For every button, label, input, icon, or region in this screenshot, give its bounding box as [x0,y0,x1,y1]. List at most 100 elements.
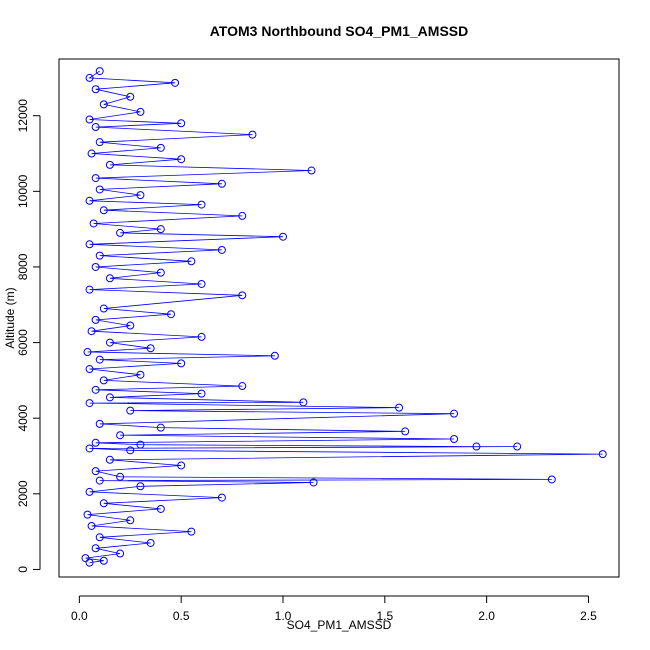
data-point [187,257,196,266]
data-point [85,487,94,496]
data-point [238,382,247,391]
data-point [279,232,287,241]
data-point [85,365,94,374]
data-point [95,185,104,194]
data-point [217,493,226,502]
data-point [87,149,96,158]
x-tick-label: 0.0 [71,609,88,623]
data-point [87,327,96,336]
data-point [95,138,104,147]
data-point [167,310,175,319]
data-point [598,450,607,459]
plot-frame [58,58,620,578]
data-point [81,554,90,563]
data-point [187,527,196,536]
x-tick-label: 1.0 [275,609,292,623]
data-point [309,478,318,487]
data-point [105,274,114,283]
data-point [171,78,180,87]
data-point [91,85,100,94]
y-axis: 0 2000 4000 6000 8000 10000 12000 [16,99,41,573]
y-tick-label: 8000 [16,253,30,280]
data-point [91,262,100,271]
data-point [156,225,165,234]
data-point [126,321,135,330]
data-point [238,291,247,300]
y-tick-label: 4000 [16,405,30,432]
data-point [95,533,104,542]
x-tick-label: 1.5 [376,609,393,623]
data-point [146,538,155,547]
data-point [99,206,108,215]
data-point [105,393,114,402]
data-point [85,444,94,453]
data-point [89,219,98,228]
data-point [95,251,104,260]
data-point [450,434,459,443]
data-point [156,268,165,277]
data-point [85,399,94,408]
data-point [99,499,108,508]
data-point [156,423,165,432]
data-point [197,332,206,341]
data-point [116,549,125,558]
y-axis-label: Altitude (m) [3,287,17,348]
y-tick-label: 2000 [16,480,30,507]
data-point [105,338,114,347]
data-point [95,476,104,485]
data-point [91,438,100,447]
x-tick-label: 0.5 [173,609,190,623]
data-point [95,355,104,364]
data-point [136,191,145,200]
y-tick-label: 6000 [16,329,30,356]
data-point [197,200,206,209]
data-point [91,544,100,553]
data-point [217,245,226,254]
data-point [136,107,145,116]
data-point [85,115,94,124]
data-point [116,472,125,481]
data-point [105,455,114,464]
data-point [105,160,114,169]
series-layer [81,67,607,567]
series-line [85,70,603,563]
data-point [87,521,96,530]
x-tick-label: 2.0 [478,609,495,623]
data-point [91,174,100,183]
y-tick-label: 0 [16,566,30,573]
data-point [136,370,145,379]
data-point [136,482,145,491]
data-point [299,398,308,407]
x-axis: 0.0 0.5 1.0 1.5 2.0 2.5 [71,595,597,623]
x-axis-label: SO4_PM1_AMSSD [287,618,392,632]
data-point [472,442,481,451]
data-point [91,467,100,476]
data-point [99,304,108,313]
data-point [95,67,104,76]
data-point [238,211,247,220]
data-point [99,100,108,109]
data-point [156,143,165,152]
data-point [270,351,279,360]
data-point [83,348,92,357]
data-point [85,285,94,294]
data-point [91,385,100,394]
data-point [85,558,94,567]
data-point [197,279,206,288]
data-point [85,240,94,249]
data-point [177,461,186,470]
data-point [99,556,108,565]
data-point [116,431,125,440]
data-point [91,315,100,324]
data-point [99,376,108,385]
data-point [177,359,186,368]
data-point [126,446,135,455]
data-point [116,228,125,237]
data-point [126,406,135,415]
data-point [547,475,556,484]
data-point [401,427,410,436]
data-point [177,119,186,128]
data-point [146,344,155,353]
